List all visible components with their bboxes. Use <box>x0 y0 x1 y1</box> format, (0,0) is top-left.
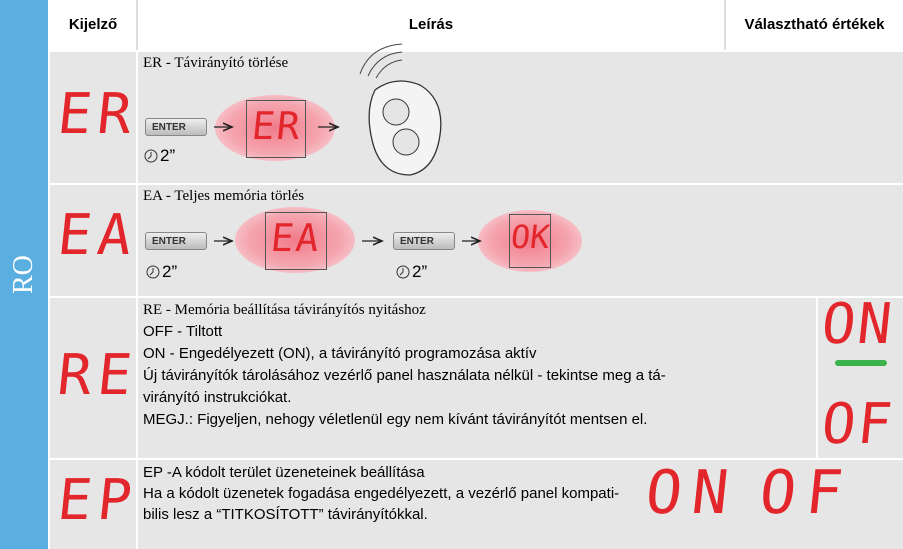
active-indicator <box>835 360 887 366</box>
cell <box>138 460 903 549</box>
side-band <box>0 0 48 549</box>
enter-button: ENTER <box>145 232 207 250</box>
cell <box>50 52 136 183</box>
row-title: ER - Távirányító törlése <box>143 55 289 71</box>
time: 2” <box>160 146 176 165</box>
glow <box>478 210 582 272</box>
glow <box>235 207 355 273</box>
time: 2” <box>412 262 428 281</box>
header-cell: Választható értékek <box>726 0 903 50</box>
remote-icon <box>359 43 442 176</box>
display-box <box>246 100 306 158</box>
enter-button: ENTER <box>393 232 455 250</box>
enter-button: ENTER <box>145 118 207 136</box>
clock-icons <box>144 149 410 279</box>
display-box <box>265 212 327 270</box>
cell <box>818 298 903 458</box>
cell <box>138 298 816 458</box>
row-title: RE - Memória beállítása távirányítós nyi… <box>143 302 426 318</box>
row-title: EA - Teljes memória törlés <box>143 188 305 204</box>
arrows <box>214 127 480 241</box>
text-line: ON - Engedélyezett (ON), a távirányító p… <box>143 345 537 362</box>
text-line: Új távirányítók tárolásához vezérlő pane… <box>143 367 666 384</box>
row-title: EP -A kódolt terület üzeneteinek beállít… <box>143 464 425 481</box>
text-line: OFF - Tiltott <box>143 323 223 340</box>
header-cell: Kijelző <box>50 0 138 50</box>
text-line: bilis lesz a “TITKOSÍTOTT” távirányítókk… <box>143 506 428 523</box>
time: 2” <box>162 262 178 281</box>
text-line: Ha a kódolt üzenetek fogadása engedélyez… <box>143 485 620 502</box>
text-line: MEGJ.: Figyeljen, nehogy véletlenül egy … <box>143 411 648 428</box>
text-line: virányító instrukciókat. <box>143 389 292 406</box>
header-cell: Leírás <box>138 0 726 50</box>
display-box <box>509 214 551 268</box>
cell <box>50 460 136 549</box>
glow <box>215 95 335 161</box>
cell <box>50 298 136 458</box>
cell <box>50 185 136 296</box>
